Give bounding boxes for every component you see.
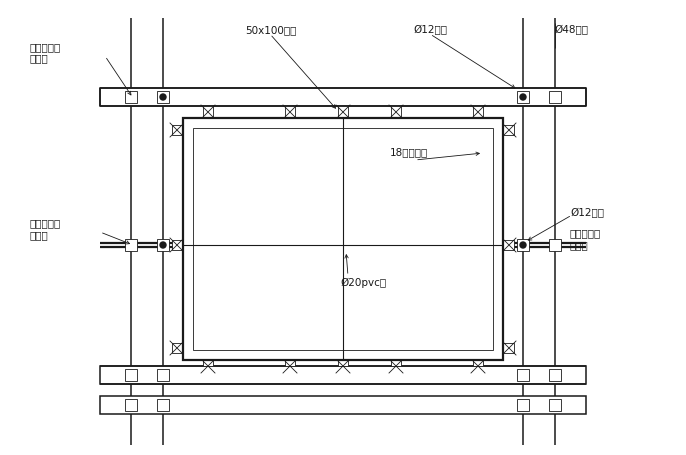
Bar <box>503 125 514 135</box>
Bar <box>549 239 561 251</box>
Bar <box>157 239 169 251</box>
Bar <box>172 240 183 250</box>
Text: 式卡具: 式卡具 <box>570 240 589 250</box>
Text: Ø12拉杆: Ø12拉杆 <box>570 208 604 218</box>
Bar <box>172 343 183 353</box>
Bar <box>549 369 561 381</box>
Bar <box>391 360 401 366</box>
Bar <box>125 239 137 251</box>
Text: 螺母、工具: 螺母、工具 <box>30 218 61 228</box>
Bar <box>193 128 493 350</box>
Bar <box>549 399 561 411</box>
Bar <box>157 369 169 381</box>
Text: 螺母、工具: 螺母、工具 <box>570 228 601 238</box>
Bar <box>285 106 295 118</box>
Bar <box>338 106 348 118</box>
Bar <box>125 399 137 411</box>
Bar <box>183 118 503 360</box>
Bar <box>549 91 561 103</box>
Bar <box>517 239 529 251</box>
Bar <box>203 360 213 366</box>
Text: Ø48钢管: Ø48钢管 <box>554 25 588 35</box>
Bar <box>100 396 586 414</box>
Bar <box>100 88 586 106</box>
Bar <box>172 125 183 135</box>
Bar <box>503 240 514 250</box>
Circle shape <box>520 94 526 100</box>
Text: 50x100木方: 50x100木方 <box>245 25 296 35</box>
Bar <box>517 91 529 103</box>
Bar <box>338 360 348 366</box>
Bar <box>473 360 483 366</box>
Bar <box>517 369 529 381</box>
Text: 螺母、工具: 螺母、工具 <box>30 42 61 52</box>
Bar <box>517 399 529 411</box>
Bar <box>285 360 295 366</box>
Text: 18厚胶合板: 18厚胶合板 <box>390 147 428 157</box>
Bar <box>157 91 169 103</box>
Text: 式卡具: 式卡具 <box>30 53 49 63</box>
Circle shape <box>520 242 526 248</box>
Bar <box>100 366 586 384</box>
Bar <box>125 369 137 381</box>
Bar <box>473 106 483 118</box>
Text: Ø20pvc管: Ø20pvc管 <box>340 278 386 288</box>
Circle shape <box>160 242 166 248</box>
Text: 式卡具: 式卡具 <box>30 230 49 240</box>
Text: Ø12拉杆: Ø12拉杆 <box>413 25 447 35</box>
Bar <box>391 106 401 118</box>
Bar <box>125 91 137 103</box>
Bar <box>503 343 514 353</box>
Bar <box>157 399 169 411</box>
Circle shape <box>160 94 166 100</box>
Bar <box>203 106 213 118</box>
